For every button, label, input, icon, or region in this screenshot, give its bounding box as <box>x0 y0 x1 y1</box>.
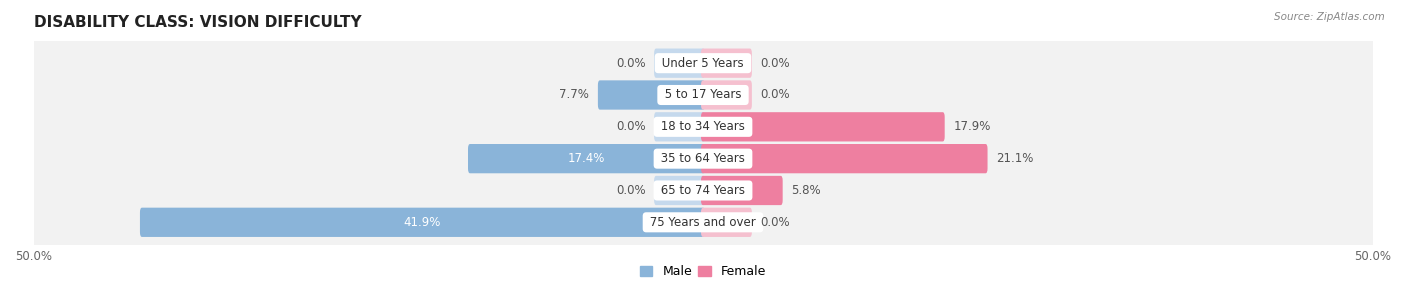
FancyBboxPatch shape <box>702 176 783 205</box>
FancyBboxPatch shape <box>15 166 1391 215</box>
Text: Under 5 Years: Under 5 Years <box>658 57 748 70</box>
Text: 21.1%: 21.1% <box>997 152 1033 165</box>
Text: 0.0%: 0.0% <box>616 184 645 197</box>
FancyBboxPatch shape <box>702 208 752 237</box>
FancyBboxPatch shape <box>598 80 704 109</box>
Text: 41.9%: 41.9% <box>404 216 441 229</box>
FancyBboxPatch shape <box>15 39 1391 88</box>
FancyBboxPatch shape <box>15 102 1391 151</box>
FancyBboxPatch shape <box>702 48 752 78</box>
FancyBboxPatch shape <box>15 134 1391 183</box>
Text: 0.0%: 0.0% <box>761 88 790 102</box>
Text: 0.0%: 0.0% <box>616 120 645 133</box>
Text: 65 to 74 Years: 65 to 74 Years <box>657 184 749 197</box>
FancyBboxPatch shape <box>702 80 752 109</box>
Text: 17.9%: 17.9% <box>953 120 991 133</box>
Text: 0.0%: 0.0% <box>761 57 790 70</box>
Text: 0.0%: 0.0% <box>761 216 790 229</box>
Text: 18 to 34 Years: 18 to 34 Years <box>657 120 749 133</box>
FancyBboxPatch shape <box>15 70 1391 120</box>
FancyBboxPatch shape <box>141 208 704 237</box>
FancyBboxPatch shape <box>702 144 987 173</box>
FancyBboxPatch shape <box>654 176 704 205</box>
FancyBboxPatch shape <box>468 144 704 173</box>
Text: 5.8%: 5.8% <box>792 184 821 197</box>
FancyBboxPatch shape <box>654 48 704 78</box>
FancyBboxPatch shape <box>654 112 704 142</box>
Text: 0.0%: 0.0% <box>616 57 645 70</box>
Text: 35 to 64 Years: 35 to 64 Years <box>657 152 749 165</box>
FancyBboxPatch shape <box>702 112 945 142</box>
Text: DISABILITY CLASS: VISION DIFFICULTY: DISABILITY CLASS: VISION DIFFICULTY <box>34 15 361 30</box>
Text: 75 Years and over: 75 Years and over <box>647 216 759 229</box>
FancyBboxPatch shape <box>15 198 1391 247</box>
Text: Source: ZipAtlas.com: Source: ZipAtlas.com <box>1274 12 1385 22</box>
Text: 5 to 17 Years: 5 to 17 Years <box>661 88 745 102</box>
Legend: Male, Female: Male, Female <box>636 260 770 283</box>
Text: 7.7%: 7.7% <box>560 88 589 102</box>
Text: 17.4%: 17.4% <box>568 152 605 165</box>
